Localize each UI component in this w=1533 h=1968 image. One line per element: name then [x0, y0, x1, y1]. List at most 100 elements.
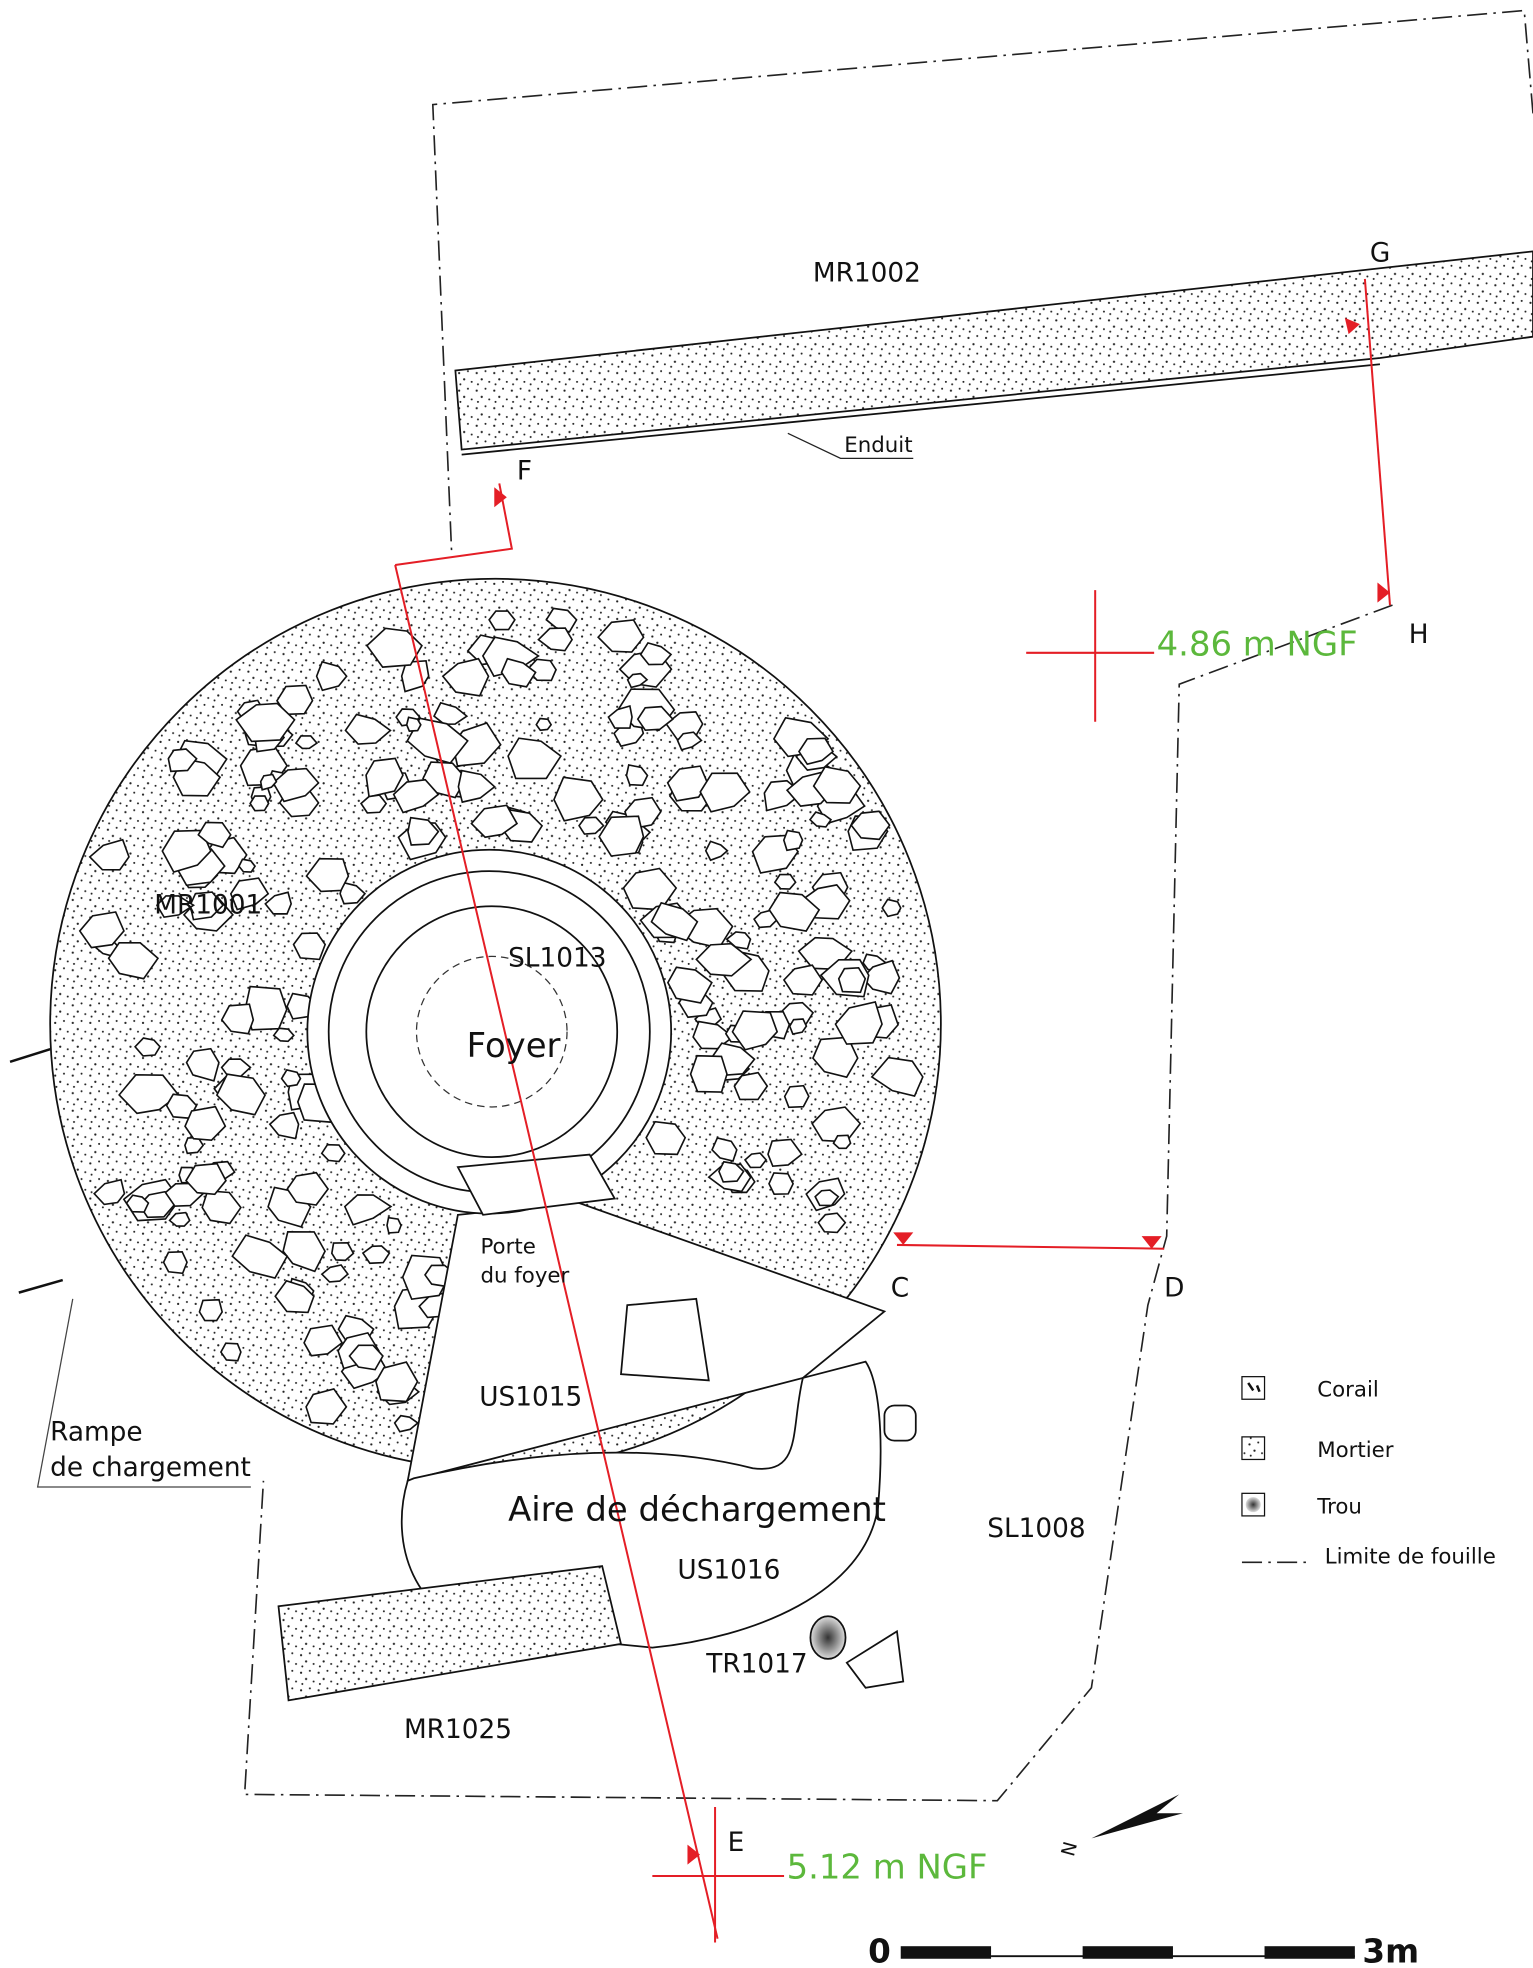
stone: [676, 731, 703, 751]
stone: [330, 1241, 355, 1262]
stone: [259, 773, 278, 791]
stone: [264, 891, 293, 915]
stone: [626, 672, 649, 689]
stone: [220, 1003, 255, 1035]
tick: [9, 1048, 51, 1063]
stone: [433, 701, 469, 726]
stone: [280, 1069, 302, 1088]
stone: [272, 1027, 295, 1043]
north-label: N: [1058, 1840, 1082, 1859]
stone: [639, 641, 673, 666]
label: US1015: [479, 1383, 582, 1413]
stone: [767, 1138, 803, 1168]
section-label: E: [728, 1828, 745, 1858]
section-f: [395, 483, 514, 566]
stone: [167, 748, 198, 773]
wall-mr1025: [277, 1565, 623, 1702]
stone: [783, 1084, 810, 1109]
section-label: H: [1409, 620, 1429, 650]
hole: [809, 1615, 847, 1660]
stone: [666, 966, 713, 1004]
arrow: [494, 487, 507, 508]
label: US1016: [677, 1556, 780, 1586]
stone: [162, 1251, 188, 1275]
stone: [184, 1105, 227, 1142]
stone: [118, 1074, 180, 1115]
stone: [365, 757, 404, 798]
legend-icon: [1247, 1382, 1261, 1393]
stone: [305, 1388, 348, 1425]
arrow: [1141, 1236, 1162, 1249]
stone: [699, 772, 751, 813]
stone: [636, 705, 674, 732]
stone: [393, 1414, 420, 1433]
section-cd: [896, 1243, 1165, 1250]
stone: [650, 901, 699, 942]
arrow: [1377, 582, 1390, 603]
stone: [666, 765, 709, 802]
stone: [155, 895, 196, 919]
stone: [711, 1136, 738, 1162]
leader: [36, 1298, 251, 1488]
arrow: [687, 1844, 701, 1865]
legend-icon: [1241, 1436, 1266, 1461]
stone: [315, 660, 348, 692]
label: SL1008: [987, 1514, 1085, 1544]
legend-label: Corail: [1317, 1378, 1379, 1403]
label: MR1025: [404, 1715, 512, 1745]
stone: [488, 610, 516, 631]
furnace-inner: [365, 905, 619, 1158]
label: Foyer: [467, 1026, 561, 1065]
stone: [733, 1071, 769, 1101]
stone: [386, 1216, 402, 1234]
stone: [782, 829, 804, 852]
section-gh: [1363, 278, 1391, 606]
label: MR1002: [813, 258, 921, 288]
scale-segment: [1264, 1946, 1355, 1959]
stone: [545, 607, 578, 633]
stone: [704, 840, 729, 862]
stone: [274, 1279, 315, 1314]
stone: [457, 769, 496, 804]
section-ef: [394, 564, 719, 1939]
stone: [359, 794, 388, 814]
stone: [578, 816, 605, 835]
stone: [798, 737, 835, 766]
label: TR1017: [705, 1650, 807, 1680]
stone: [768, 891, 821, 932]
stone: [185, 1047, 220, 1082]
stone: [812, 765, 862, 804]
stone: [339, 881, 367, 905]
arrow: [1344, 317, 1360, 335]
legend-label: Mortier: [1317, 1438, 1394, 1463]
north-arrow: [1091, 1794, 1183, 1839]
stone: [788, 1018, 808, 1035]
coral: [883, 1404, 917, 1442]
stone: [782, 964, 824, 996]
stone: [625, 764, 649, 787]
section-label: F: [517, 457, 532, 487]
stone: [553, 776, 604, 822]
stone: [773, 873, 797, 890]
stone: [500, 657, 537, 688]
stone: [276, 684, 314, 716]
stone: [107, 942, 160, 980]
stone: [597, 619, 645, 653]
excavation-limit: [431, 9, 1533, 553]
stone: [197, 821, 232, 849]
stone: [689, 1054, 728, 1093]
scale-label: 3m: [1362, 1933, 1419, 1968]
stone: [817, 1212, 847, 1234]
stone: [305, 857, 350, 893]
stone: [441, 657, 490, 697]
leader: [787, 432, 914, 459]
stone: [134, 1037, 161, 1057]
stone: [168, 1211, 191, 1227]
stone: [725, 931, 752, 950]
excavation-limit: [243, 604, 1393, 1802]
enduit-line: [461, 363, 1381, 456]
legend-icon: [1241, 1376, 1266, 1400]
stone: [320, 1143, 346, 1163]
label: Enduit: [844, 433, 912, 458]
stone: [620, 1297, 710, 1382]
